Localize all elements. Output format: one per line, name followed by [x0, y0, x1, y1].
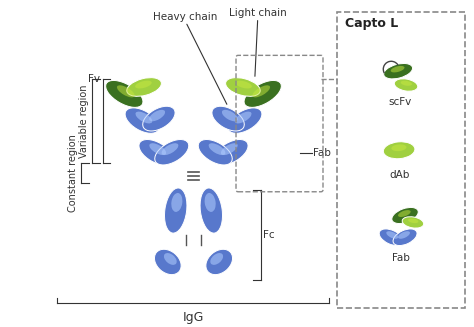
Ellipse shape [222, 110, 238, 121]
Ellipse shape [394, 79, 418, 91]
Ellipse shape [205, 193, 216, 212]
Ellipse shape [206, 249, 233, 275]
Ellipse shape [212, 106, 244, 131]
Ellipse shape [392, 207, 418, 224]
Ellipse shape [209, 143, 226, 155]
Ellipse shape [235, 81, 252, 89]
Ellipse shape [135, 81, 152, 89]
Text: Light chain: Light chain [229, 8, 287, 18]
Ellipse shape [164, 188, 187, 233]
Ellipse shape [214, 140, 248, 165]
Ellipse shape [383, 142, 415, 159]
Text: Variable region: Variable region [79, 84, 89, 158]
Ellipse shape [252, 85, 270, 97]
Text: Heavy chain: Heavy chain [154, 12, 218, 22]
Ellipse shape [244, 80, 282, 107]
Ellipse shape [391, 66, 404, 72]
Ellipse shape [143, 106, 175, 131]
Ellipse shape [228, 108, 262, 133]
Ellipse shape [162, 143, 178, 155]
Ellipse shape [127, 77, 162, 96]
Ellipse shape [125, 108, 159, 133]
Text: Constant region: Constant region [68, 134, 78, 212]
Ellipse shape [386, 231, 398, 239]
Text: Fab: Fab [313, 148, 331, 158]
Ellipse shape [200, 188, 222, 233]
Ellipse shape [149, 110, 165, 121]
Ellipse shape [155, 249, 181, 275]
Ellipse shape [235, 112, 252, 123]
Text: Fc: Fc [263, 230, 274, 240]
Ellipse shape [171, 193, 182, 212]
Ellipse shape [379, 229, 403, 246]
Text: scFv: scFv [389, 97, 412, 107]
Ellipse shape [198, 140, 232, 165]
Ellipse shape [149, 143, 166, 155]
Text: Capto L: Capto L [345, 17, 398, 30]
Ellipse shape [383, 63, 412, 79]
Ellipse shape [392, 144, 407, 151]
Ellipse shape [106, 80, 143, 107]
Text: dAb: dAb [389, 170, 410, 180]
Ellipse shape [401, 81, 412, 86]
Text: Fv: Fv [88, 74, 100, 84]
Ellipse shape [408, 218, 419, 223]
Ellipse shape [226, 77, 260, 96]
Ellipse shape [139, 140, 173, 165]
Ellipse shape [164, 253, 177, 265]
Ellipse shape [393, 229, 417, 246]
Ellipse shape [402, 217, 424, 228]
Ellipse shape [221, 143, 237, 155]
Ellipse shape [210, 253, 223, 265]
Text: IgG: IgG [182, 311, 204, 324]
Ellipse shape [398, 210, 410, 217]
Ellipse shape [155, 140, 189, 165]
Text: Fab: Fab [392, 253, 410, 263]
Ellipse shape [398, 231, 410, 239]
Ellipse shape [136, 112, 152, 123]
Ellipse shape [117, 85, 135, 97]
